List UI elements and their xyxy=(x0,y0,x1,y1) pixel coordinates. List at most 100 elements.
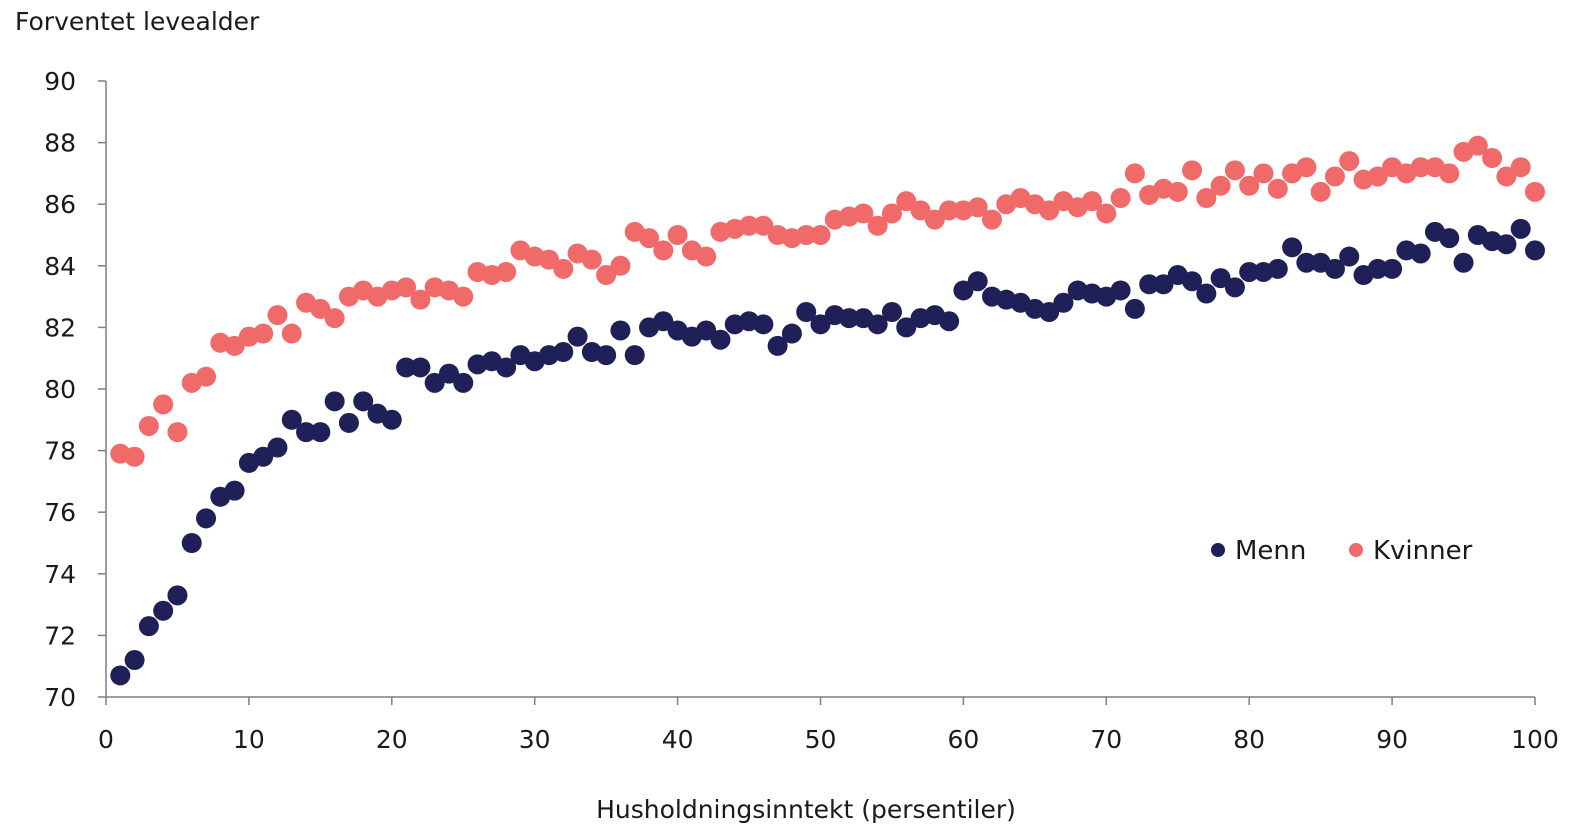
x-tick-label: 60 xyxy=(947,725,979,754)
y-axis: 70 72 74 76 78 80 82 84 86 88 90 xyxy=(44,67,107,712)
data-point xyxy=(1339,151,1360,172)
data-point xyxy=(1124,298,1145,319)
x-tick-label: 40 xyxy=(662,725,694,754)
data-point xyxy=(281,409,302,430)
data-point xyxy=(181,533,202,553)
data-point xyxy=(281,323,302,344)
data-point xyxy=(124,650,145,671)
y-tick-label: 84 xyxy=(44,252,76,281)
data-point xyxy=(967,197,988,218)
data-point xyxy=(138,616,159,637)
data-point xyxy=(567,326,588,347)
data-point xyxy=(924,209,945,230)
data-point xyxy=(167,422,188,443)
data-point xyxy=(1110,280,1131,301)
data-point xyxy=(753,215,774,236)
data-point xyxy=(610,320,631,341)
y-axis-title: Forventet levealder xyxy=(15,7,260,36)
x-tick-label: 30 xyxy=(519,725,551,754)
legend-marker xyxy=(1211,543,1225,557)
data-point xyxy=(653,240,674,261)
data-point xyxy=(639,228,660,249)
data-point xyxy=(1196,188,1217,209)
data-point xyxy=(1525,240,1545,261)
y-tick-label: 70 xyxy=(44,683,76,712)
data-point xyxy=(1139,274,1160,295)
data-point xyxy=(396,357,417,378)
data-point xyxy=(1525,181,1545,202)
data-point xyxy=(581,249,602,270)
data-point xyxy=(196,366,217,387)
data-point xyxy=(1210,175,1231,196)
data-point xyxy=(1210,268,1231,289)
data-point xyxy=(1439,163,1460,184)
data-point xyxy=(1496,166,1517,187)
y-tick-label: 76 xyxy=(44,498,76,527)
data-point xyxy=(1296,157,1317,178)
data-point xyxy=(810,225,831,245)
data-point xyxy=(353,391,374,412)
data-point xyxy=(1182,271,1203,292)
data-point xyxy=(796,225,817,245)
data-point xyxy=(1110,188,1131,209)
data-point xyxy=(1324,258,1345,279)
data-point xyxy=(667,225,688,245)
data-point xyxy=(1039,302,1060,322)
data-point xyxy=(267,305,288,326)
data-point xyxy=(1253,163,1274,184)
data-point xyxy=(653,311,674,332)
data-point xyxy=(1224,160,1245,181)
data-point xyxy=(396,277,417,298)
y-tick-label: 88 xyxy=(44,129,76,158)
data-point xyxy=(338,412,359,433)
data-point xyxy=(438,363,459,384)
data-point xyxy=(196,508,217,529)
data-point xyxy=(310,422,331,443)
data-point xyxy=(267,437,288,458)
data-point xyxy=(867,314,888,335)
data-point xyxy=(696,320,717,341)
data-points xyxy=(110,135,1545,686)
data-point xyxy=(153,394,174,415)
y-tick-label: 74 xyxy=(44,560,76,589)
x-tick-label: 80 xyxy=(1233,725,1265,754)
data-point xyxy=(767,335,788,356)
data-point xyxy=(881,302,902,322)
y-tick-label: 80 xyxy=(44,375,76,404)
data-point xyxy=(610,255,631,276)
data-point xyxy=(781,323,802,344)
data-point xyxy=(896,317,917,338)
data-point xyxy=(981,209,1002,230)
data-point xyxy=(1510,157,1531,178)
data-point xyxy=(224,335,245,356)
data-point xyxy=(553,342,574,363)
y-tick-label: 72 xyxy=(44,621,76,650)
legend-label: Kvinner xyxy=(1373,536,1473,566)
data-point xyxy=(424,372,445,393)
data-point xyxy=(1467,135,1488,156)
data-point xyxy=(324,391,345,412)
x-axis-title: Husholdningsinntekt (persentiler) xyxy=(596,795,1016,824)
data-point xyxy=(1410,243,1431,264)
data-point xyxy=(967,271,988,292)
x-tick-label: 100 xyxy=(1511,725,1559,754)
x-tick-label: 90 xyxy=(1376,725,1408,754)
data-point xyxy=(410,357,431,378)
data-point xyxy=(939,200,960,221)
data-point xyxy=(1167,181,1188,202)
data-point xyxy=(538,249,559,270)
legend-label: Menn xyxy=(1235,536,1306,566)
data-point xyxy=(553,258,574,279)
x-axis: 0 10 20 30 40 50 60 70 80 90 100 xyxy=(98,696,1559,754)
data-point xyxy=(453,286,474,307)
data-point xyxy=(896,191,917,212)
data-point xyxy=(124,446,145,467)
data-point xyxy=(910,200,931,221)
data-point xyxy=(310,298,331,319)
data-point xyxy=(153,600,174,621)
data-point xyxy=(1482,148,1503,168)
data-point xyxy=(1267,258,1288,279)
x-tick-label: 20 xyxy=(376,725,408,754)
data-point xyxy=(1224,277,1245,298)
